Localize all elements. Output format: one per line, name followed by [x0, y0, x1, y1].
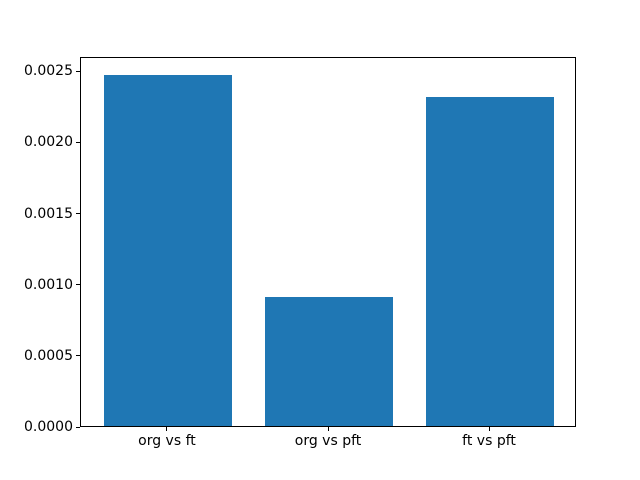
x-tick-label: ft vs pft — [462, 433, 516, 449]
y-tick-label: 0.0000 — [24, 419, 73, 435]
bar-org-vs-pft — [264, 296, 394, 426]
y-tick-label: 0.0010 — [24, 276, 73, 293]
y-tick-mark — [76, 213, 80, 215]
bar-org-vs-ft — [103, 74, 233, 426]
x-tick-label: org vs ft — [138, 433, 196, 449]
y-tick-mark — [76, 426, 80, 428]
x-tick-label: org vs pft — [294, 433, 362, 449]
y-tick-mark — [76, 70, 80, 72]
x-tick-mark — [166, 427, 168, 431]
plot-area — [80, 57, 576, 427]
y-tick-label: 0.0015 — [24, 205, 73, 222]
y-tick-label: 0.0025 — [24, 63, 73, 80]
bar-ft-vs-pft — [425, 97, 555, 426]
y-tick-mark — [76, 284, 80, 286]
x-tick-mark — [488, 427, 490, 431]
x-tick-mark — [327, 427, 329, 431]
y-tick-label: 0.0005 — [24, 347, 73, 364]
y-tick-label: 0.0020 — [24, 134, 73, 151]
y-tick-mark — [76, 355, 80, 357]
y-tick-mark — [76, 141, 80, 143]
